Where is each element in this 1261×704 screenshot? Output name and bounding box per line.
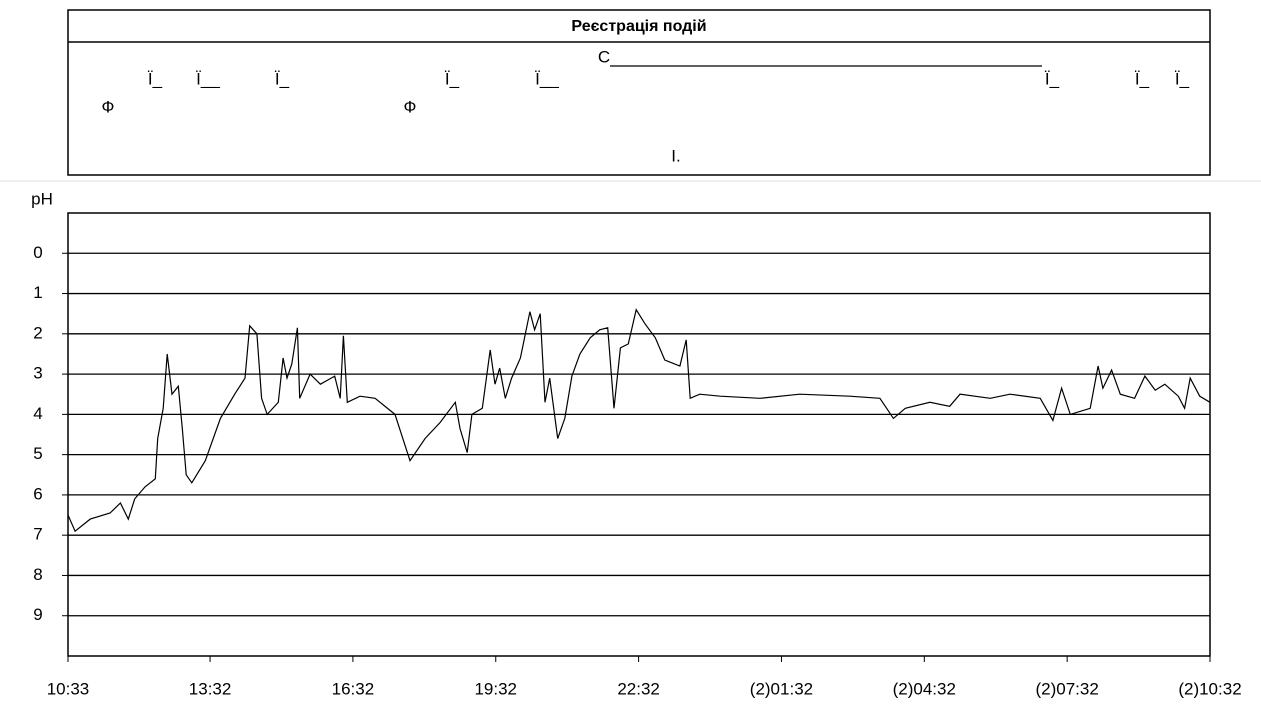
events-panel [67,9,1211,176]
y-axis-label: pH [31,189,53,208]
event-marker: Ї__ [535,69,559,88]
ph-line [67,308,1211,533]
event-marker: Ї_ [148,69,163,88]
x-tick-label: (2)04:32 [893,679,956,698]
x-tick-label: (2)10:32 [1178,679,1241,698]
y-tick-label: 2 [33,323,42,342]
x-tick-label: 19:32 [474,679,517,698]
event-marker: Ї_ [445,69,460,88]
x-tick-label: 13:32 [189,679,232,698]
x-tick-label: 16:32 [332,679,375,698]
y-tick-label: 3 [33,364,42,383]
event-marker: Ф [404,97,417,116]
x-tick-label: 10:33 [47,679,90,698]
y-tick-label: 7 [33,525,42,544]
event-marker: Ї__ [196,69,220,88]
event-marker: Ї_ [1175,69,1190,88]
x-tick-label: (2)07:32 [1035,679,1098,698]
event-marker: Ї_ [1135,69,1150,88]
y-tick-label: 4 [33,404,42,423]
event-marker: С [598,47,610,66]
event-marker: Ї_ [1045,69,1060,88]
event-marker: І. [671,146,680,165]
y-tick-label: 9 [33,605,42,624]
y-tick-label: 1 [33,283,42,302]
events-title: Реєстрація подій [571,18,706,35]
event-marker: Ї_ [275,69,290,88]
y-tick-label: 0 [33,243,42,262]
y-tick-label: 5 [33,444,42,463]
x-tick-label: (2)01:32 [750,679,813,698]
plot-area [67,212,1211,657]
y-tick-label: 6 [33,484,42,503]
event-marker: Ф [102,97,115,116]
x-tick-label: 22:32 [617,679,660,698]
y-tick-label: 8 [33,565,42,584]
